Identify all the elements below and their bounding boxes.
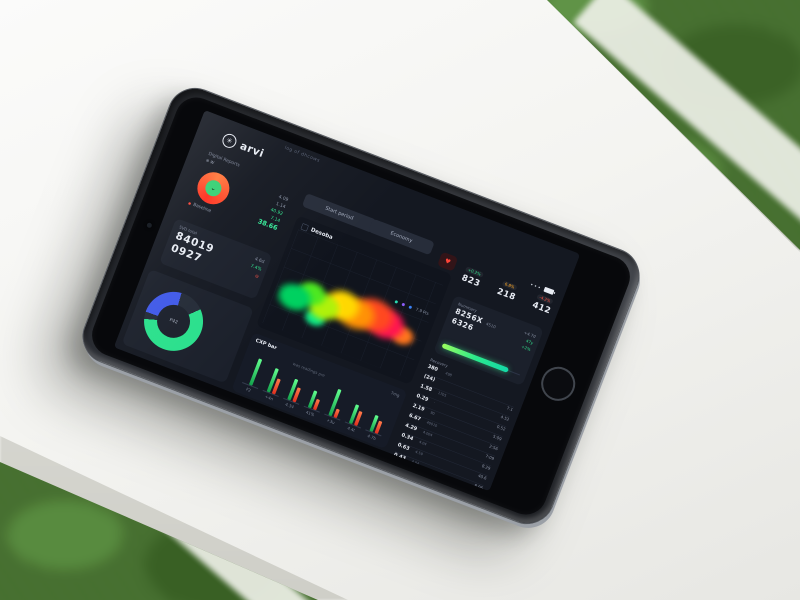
status-text: log of dhcows bbox=[283, 145, 321, 164]
app-brand: ✳ arvi bbox=[220, 131, 266, 161]
gauge-values: 4.09 1.14 40.92 7.14 38.66 bbox=[256, 194, 289, 233]
donut-chart: P42 bbox=[135, 283, 212, 360]
section-sublabel: ⊕ W bbox=[205, 157, 215, 166]
red-dot-icon bbox=[188, 201, 192, 205]
tablet-bezel: log of dhcows ✳ arvi Digital Reports ⊕ W… bbox=[85, 91, 637, 521]
legend-dot-icon bbox=[394, 299, 399, 304]
camera-icon bbox=[146, 222, 153, 229]
gauge-ring: ⌄ bbox=[192, 167, 235, 209]
kpi-stat: +0.2% 823 bbox=[460, 266, 484, 289]
legend-dot-icon bbox=[408, 305, 413, 309]
kpi-stat: 6.8% 218 bbox=[495, 280, 518, 303]
legend-dot-icon bbox=[401, 302, 406, 307]
battery-icon bbox=[543, 286, 555, 295]
dot-icon bbox=[534, 284, 537, 287]
dot-icon bbox=[538, 286, 541, 289]
app-title: arvi bbox=[238, 139, 266, 160]
gauge-check-icon: ⌄ bbox=[203, 177, 224, 199]
dot-icon bbox=[530, 283, 533, 286]
tablet-screen: log of dhcows ✳ arvi Digital Reports ⊕ W… bbox=[113, 110, 581, 492]
kpi-stat: -4.2% 412 bbox=[530, 293, 554, 317]
alert-icon[interactable]: ♥ bbox=[437, 251, 459, 272]
home-button[interactable] bbox=[536, 361, 581, 406]
donut-center-label: P42 bbox=[152, 300, 195, 343]
dashboard: log of dhcows ✳ arvi Digital Reports ⊕ W… bbox=[113, 110, 581, 492]
logo-icon: ✳ bbox=[220, 131, 239, 150]
tablet-device: log of dhcows ✳ arvi Digital Reports ⊕ W… bbox=[74, 79, 648, 533]
